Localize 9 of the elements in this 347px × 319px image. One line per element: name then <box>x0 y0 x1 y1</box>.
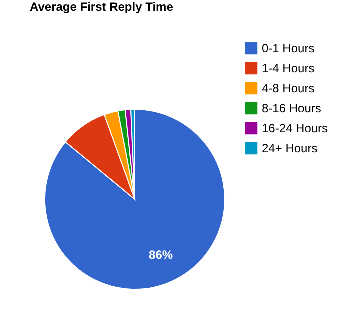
legend-label: 0-1 Hours <box>262 42 315 56</box>
legend-label: 4-8 Hours <box>262 82 315 96</box>
pie-slice <box>44 109 226 290</box>
legend-label: 16-24 Hours <box>262 122 328 136</box>
legend-label: 8-16 Hours <box>262 102 322 116</box>
legend-label: 1-4 Hours <box>262 62 315 76</box>
data-label: 86% <box>149 248 174 262</box>
legend-label: 24+ Hours <box>262 142 318 156</box>
chart-title: Average First Reply Time <box>30 0 174 14</box>
